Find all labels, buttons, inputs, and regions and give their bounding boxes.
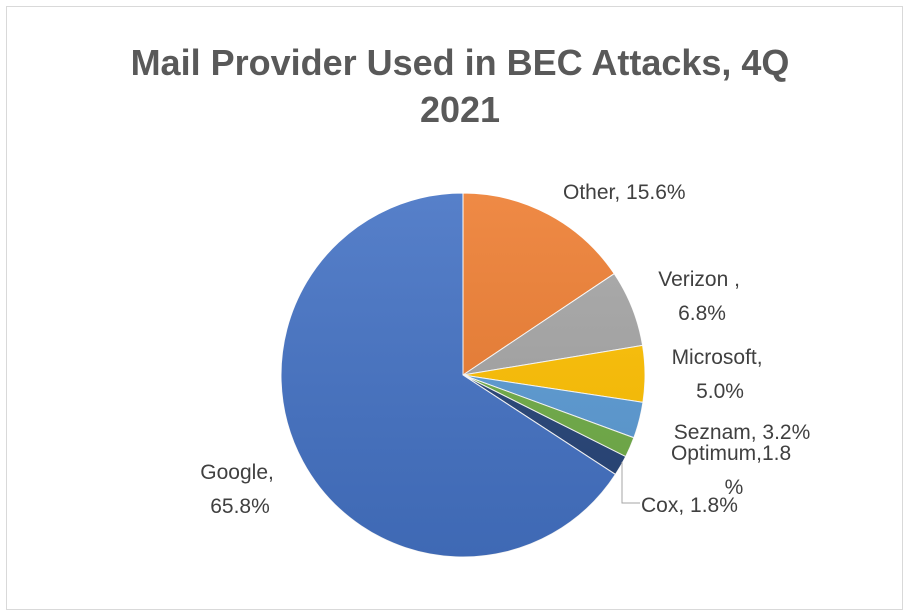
- data-label-verizon: Verizon , 6.8%: [658, 268, 746, 325]
- leader-line-cox: [621, 462, 640, 504]
- leader-lines: [621, 462, 640, 504]
- data-label-seznam: Seznam, 3.2%: [674, 421, 811, 444]
- chart-title-line-1: Mail Provider Used in BEC Attacks, 4Q: [131, 42, 790, 83]
- chart-title-line-2: 2021: [420, 89, 500, 130]
- data-label-microsoft: Microsoft, 5.0%: [672, 346, 769, 403]
- pie-slices: [280, 192, 646, 558]
- data-label-other: Other, 15.6%: [563, 181, 686, 204]
- data-label-google: Google, 65.8%: [200, 461, 279, 518]
- data-label-optimum: Optimum,1.8 %: [671, 442, 797, 499]
- data-label-cox: Cox, 1.8%: [641, 494, 738, 517]
